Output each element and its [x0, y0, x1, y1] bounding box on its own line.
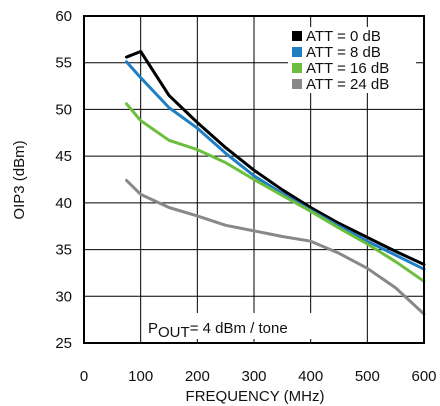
x-tick-label: 500 — [355, 368, 380, 385]
legend-swatch — [292, 47, 302, 57]
legend-swatch — [292, 31, 302, 41]
legend-label: ATT = 16 dB — [306, 60, 389, 77]
annotation-box: POUT= 4 dBm / tone — [142, 313, 332, 341]
y-tick-label: 40 — [55, 195, 72, 212]
tick-labels: 0 100 200 300 400 500 600 25 30 35 40 45 50 55 60 — [55, 8, 436, 385]
series-line — [125, 60, 426, 271]
y-tick-label: 55 — [55, 55, 72, 72]
legend-swatch — [292, 79, 302, 89]
x-tick-label: 0 — [80, 368, 88, 385]
y-tick-label: 45 — [55, 148, 72, 165]
y-tick-label: 60 — [55, 8, 72, 25]
y-axis-title: OIP3 (dBm) — [11, 140, 28, 219]
y-tick-label: 25 — [55, 335, 72, 352]
x-tick-label: 300 — [241, 368, 266, 385]
y-tick-label: 50 — [55, 101, 72, 118]
pout-subscript: OUT — [158, 324, 190, 341]
series-line — [125, 178, 426, 316]
series-lines — [125, 50, 426, 316]
legend-label: ATT = 8 dB — [306, 44, 381, 61]
y-tick-label: 35 — [55, 242, 72, 259]
legend-swatch — [292, 63, 302, 73]
plot-border — [83, 15, 425, 344]
series-line — [125, 102, 426, 283]
x-tick-label: 600 — [411, 368, 436, 385]
plot-frame — [83, 15, 425, 344]
legend-background — [288, 27, 416, 93]
legend-label: ATT = 0 dB — [306, 28, 381, 45]
grid-lines — [84, 16, 424, 343]
pout-annotation: POUT= 4 dBm / tone — [148, 320, 288, 341]
y-tick-label: 30 — [55, 288, 72, 305]
x-tick-label: 200 — [185, 368, 210, 385]
x-tick-label: 100 — [128, 368, 153, 385]
pout-suffix: = 4 dBm / tone — [190, 320, 288, 337]
x-axis-title: FREQUENCY (MHz) — [186, 388, 325, 405]
series-line — [125, 50, 426, 266]
legend-label: ATT = 24 dB — [306, 76, 389, 93]
pout-prefix: P — [148, 320, 158, 337]
x-tick-label: 400 — [298, 368, 323, 385]
